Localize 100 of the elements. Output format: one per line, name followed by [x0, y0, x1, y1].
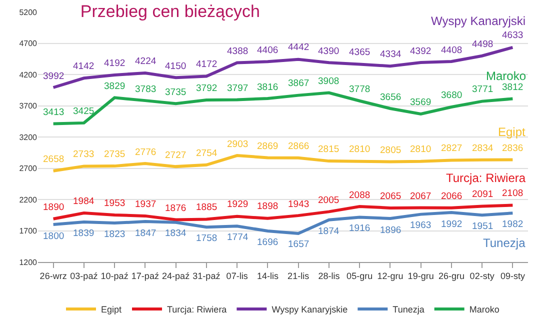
data-label: 2005: [318, 195, 340, 206]
data-label: 2776: [135, 147, 156, 158]
data-label: 1929: [227, 199, 248, 210]
legend-label: Egipt: [101, 304, 122, 315]
annotation: Maroko: [486, 69, 526, 83]
annotation: Turcja: Riwiera: [446, 171, 526, 185]
data-label: 4150: [165, 61, 186, 72]
data-label: 1847: [135, 228, 156, 239]
data-label: 4192: [104, 58, 126, 69]
legend-label: Turcja: Riwiera: [167, 304, 227, 315]
data-label: 1758: [196, 233, 218, 244]
x-tick-label: 03-paź: [70, 270, 98, 281]
data-label: 2065: [380, 191, 402, 202]
y-tick-label: 1700: [19, 226, 38, 236]
data-label: 4390: [318, 46, 340, 57]
data-label: 2866: [288, 141, 310, 152]
data-label: 3867: [288, 78, 310, 89]
x-tick-label: 19-gru: [408, 270, 434, 281]
x-tick-label: 10-paź: [100, 270, 129, 281]
data-label: 2810: [349, 144, 370, 155]
data-label: 3908: [318, 76, 340, 87]
data-label: 2815: [318, 144, 340, 155]
data-label: 4408: [441, 45, 462, 56]
data-label: 2834: [472, 143, 494, 154]
data-label: 2836: [502, 143, 524, 154]
data-label: 3792: [196, 83, 218, 94]
x-tick-label: 26-gru: [438, 270, 464, 281]
data-label: 1916: [349, 223, 370, 234]
data-label: 4633: [502, 30, 524, 41]
data-label: 2827: [441, 143, 462, 154]
data-label: 1896: [380, 225, 402, 236]
data-label: 2088: [349, 190, 370, 201]
data-label: 2735: [104, 149, 126, 160]
x-tick-label: 05-gru: [346, 270, 373, 281]
y-tick-label: 2200: [19, 195, 38, 204]
x-tick-label: 09-sty: [500, 270, 526, 281]
data-label: 1834: [165, 228, 186, 239]
data-label: 3735: [165, 87, 186, 98]
data-label: 4392: [410, 46, 432, 57]
data-label: 1992: [441, 219, 462, 230]
x-tick-label: 21-lis: [288, 270, 310, 281]
y-tick-label: 4700: [19, 39, 38, 48]
data-label: 4224: [135, 56, 156, 67]
data-label: 1823: [104, 229, 126, 240]
legend-label: Wyspy Kanaryjskie: [272, 304, 348, 315]
data-label: 2869: [257, 141, 278, 152]
data-label: 1657: [288, 239, 310, 250]
data-label: 3569: [410, 97, 432, 108]
x-tick-label: 24-paź: [162, 270, 190, 281]
data-label: 2066: [441, 191, 462, 202]
y-tick-label: 1200: [19, 258, 38, 267]
data-label: 2805: [380, 145, 402, 156]
data-label: 1696: [257, 237, 278, 248]
data-label: 4406: [257, 45, 278, 56]
y-tick-label: 4200: [19, 70, 38, 80]
data-label: 4388: [227, 46, 248, 57]
data-label: 1951: [472, 221, 494, 232]
x-tick-label: 26-wrz: [40, 270, 68, 281]
data-label: 3771: [472, 84, 494, 95]
data-label: 4365: [349, 47, 370, 58]
data-label: 4442: [288, 42, 310, 53]
data-label: 4172: [196, 59, 218, 70]
x-tick-label: 12-gru: [377, 270, 404, 281]
data-label: 3812: [502, 82, 524, 93]
data-label: 1839: [73, 228, 94, 239]
annotation: Wyspy Kanaryjski: [431, 14, 526, 28]
data-label: 3783: [135, 84, 156, 95]
data-label: 2754: [196, 148, 218, 159]
legend-label: Maroko: [469, 304, 500, 315]
data-label: 1982: [502, 219, 524, 230]
annotation: Egipt: [498, 125, 526, 139]
data-label: 2810: [410, 144, 432, 155]
data-label: 1874: [318, 226, 340, 237]
data-label: 2733: [73, 149, 94, 160]
data-label: 3413: [43, 107, 64, 118]
data-label: 2727: [165, 150, 186, 161]
data-label: 2067: [410, 191, 432, 202]
data-label: 3797: [227, 83, 248, 94]
data-label: 1890: [43, 202, 64, 213]
data-label: 3816: [257, 82, 278, 93]
x-tick-label: 07-lis: [226, 270, 248, 281]
data-label: 1984: [73, 196, 94, 207]
y-tick-label: 2700: [19, 164, 38, 174]
x-tick-label: 28-lis: [318, 270, 340, 281]
data-label: 1898: [257, 201, 278, 212]
y-tick-label: 3200: [19, 132, 38, 142]
data-label: 1885: [196, 202, 218, 213]
data-label: 2091: [472, 189, 494, 200]
data-label: 3829: [104, 81, 126, 92]
data-label: 1774: [227, 232, 248, 243]
x-tick-label: 14-lis: [256, 270, 279, 281]
data-label: 4142: [73, 61, 94, 72]
data-label: 3656: [380, 92, 402, 103]
data-label: 1937: [135, 199, 156, 210]
chart-title: Przebieg cen bieżących: [80, 2, 260, 21]
data-label: 3680: [441, 90, 462, 101]
data-label: 1953: [104, 198, 126, 209]
legend-label: Tunezja: [392, 304, 424, 315]
data-label: 1876: [165, 203, 186, 214]
x-tick-label: 02-sty: [470, 270, 495, 281]
